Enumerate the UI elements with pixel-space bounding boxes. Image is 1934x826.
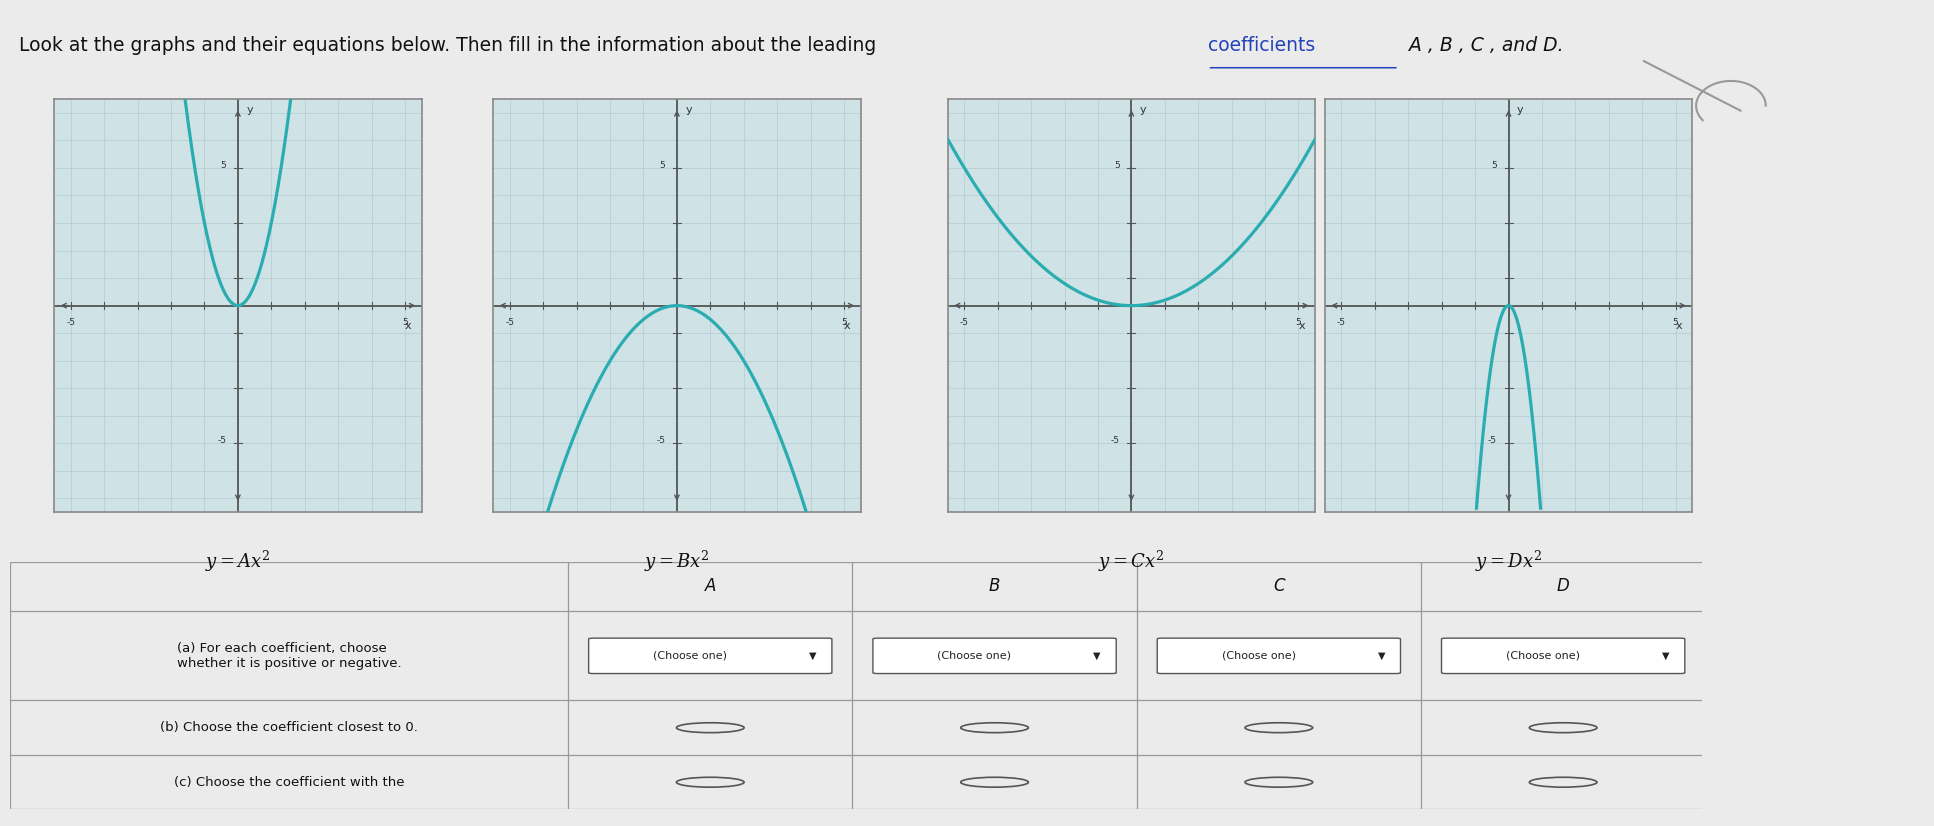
Text: x: x	[1298, 320, 1305, 330]
Text: (Choose one): (Choose one)	[938, 651, 1011, 661]
Text: (Choose one): (Choose one)	[1507, 651, 1580, 661]
Text: x: x	[1675, 320, 1683, 330]
FancyBboxPatch shape	[588, 638, 832, 673]
Text: y: y	[1516, 105, 1524, 115]
FancyBboxPatch shape	[1441, 638, 1685, 673]
Text: -5: -5	[505, 318, 514, 327]
Text: 5: 5	[402, 318, 408, 327]
Text: y: y	[685, 105, 692, 115]
Text: 5: 5	[1491, 161, 1497, 170]
Text: Look at the graphs and their equations below. Then fill in the information about: Look at the graphs and their equations b…	[19, 36, 882, 55]
Text: x: x	[843, 320, 851, 330]
Text: -5: -5	[1487, 436, 1497, 445]
Text: 5: 5	[841, 318, 847, 327]
Text: -5: -5	[959, 318, 969, 327]
Text: ▼: ▼	[808, 651, 816, 661]
Text: A: A	[704, 577, 716, 596]
Text: ▼: ▼	[1661, 651, 1669, 661]
Text: $y = Bx^2$: $y = Bx^2$	[644, 549, 710, 574]
Text: $y = Ax^2$: $y = Ax^2$	[205, 549, 271, 574]
Text: y: y	[246, 105, 253, 115]
Text: (c) Choose the coefficient with the: (c) Choose the coefficient with the	[174, 776, 404, 789]
Text: -5: -5	[656, 436, 665, 445]
Text: x: x	[404, 320, 412, 330]
Text: $y = Dx^2$: $y = Dx^2$	[1476, 549, 1541, 574]
Text: -5: -5	[1336, 318, 1346, 327]
Text: -5: -5	[217, 436, 226, 445]
Text: (b) Choose the coefficient closest to 0.: (b) Choose the coefficient closest to 0.	[161, 721, 418, 734]
Text: 5: 5	[1673, 318, 1679, 327]
Text: (a) For each coefficient, choose
whether it is positive or negative.: (a) For each coefficient, choose whether…	[176, 642, 400, 670]
Text: D: D	[1557, 577, 1570, 596]
Text: B: B	[988, 577, 1000, 596]
Text: $y = Cx^2$: $y = Cx^2$	[1099, 549, 1164, 574]
Text: 5: 5	[220, 161, 226, 170]
Text: 5: 5	[659, 161, 665, 170]
Text: y: y	[1139, 105, 1147, 115]
Text: -5: -5	[1110, 436, 1120, 445]
FancyBboxPatch shape	[872, 638, 1116, 673]
Text: 5: 5	[1114, 161, 1120, 170]
Text: (Choose one): (Choose one)	[654, 651, 727, 661]
Text: ▼: ▼	[1093, 651, 1100, 661]
Text: ▼: ▼	[1377, 651, 1385, 661]
Text: C: C	[1273, 577, 1284, 596]
Text: (Choose one): (Choose one)	[1222, 651, 1296, 661]
Text: coefficients: coefficients	[1207, 36, 1315, 55]
Text: A , B , C , and D.: A , B , C , and D.	[1402, 36, 1563, 55]
Text: -5: -5	[66, 318, 75, 327]
Text: 5: 5	[1296, 318, 1302, 327]
FancyBboxPatch shape	[1157, 638, 1400, 673]
